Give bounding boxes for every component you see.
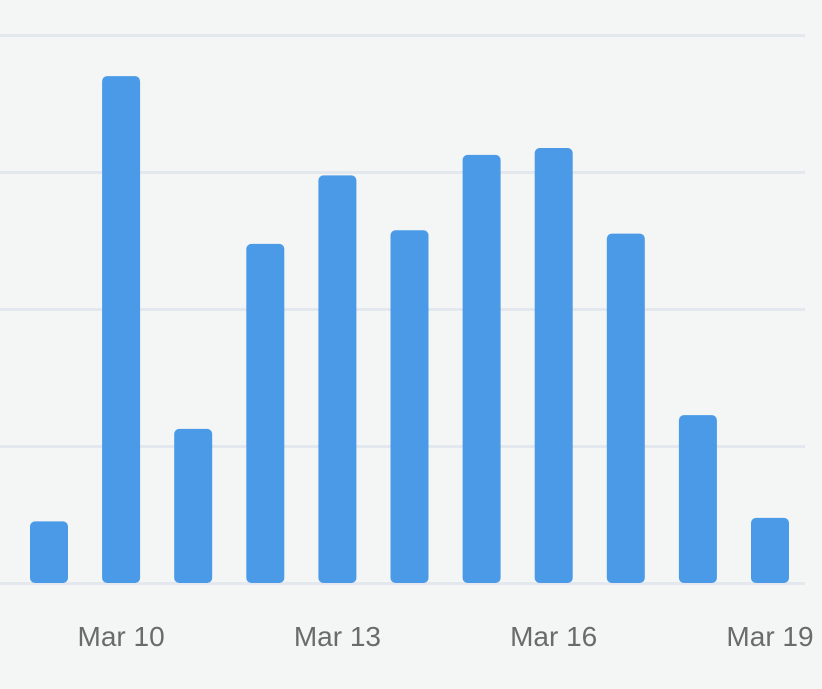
x-tick-label: Mar 19 — [726, 621, 813, 652]
bar-mar-15[interactable] — [462, 154, 501, 583]
bar-mar-18[interactable] — [678, 415, 717, 583]
bar-mar-17[interactable] — [606, 233, 645, 583]
bars — [30, 76, 789, 584]
bar-mar-12[interactable] — [246, 243, 285, 584]
x-tick-labels: Mar 10 Mar 13 Mar 16 Mar 19 — [78, 621, 814, 652]
x-tick-label: Mar 10 — [78, 621, 165, 652]
bar-mar-10[interactable] — [102, 76, 141, 583]
bar-mar-14[interactable] — [390, 230, 429, 583]
x-tick-label: Mar 16 — [510, 621, 597, 652]
bar-mar-11[interactable] — [174, 428, 213, 583]
bar-mar-13[interactable] — [318, 175, 357, 584]
x-tick-label: Mar 13 — [294, 621, 381, 652]
bar-mar-19[interactable] — [751, 517, 789, 583]
bar-mar-16[interactable] — [534, 148, 573, 583]
bar-mar-9[interactable] — [30, 521, 68, 583]
